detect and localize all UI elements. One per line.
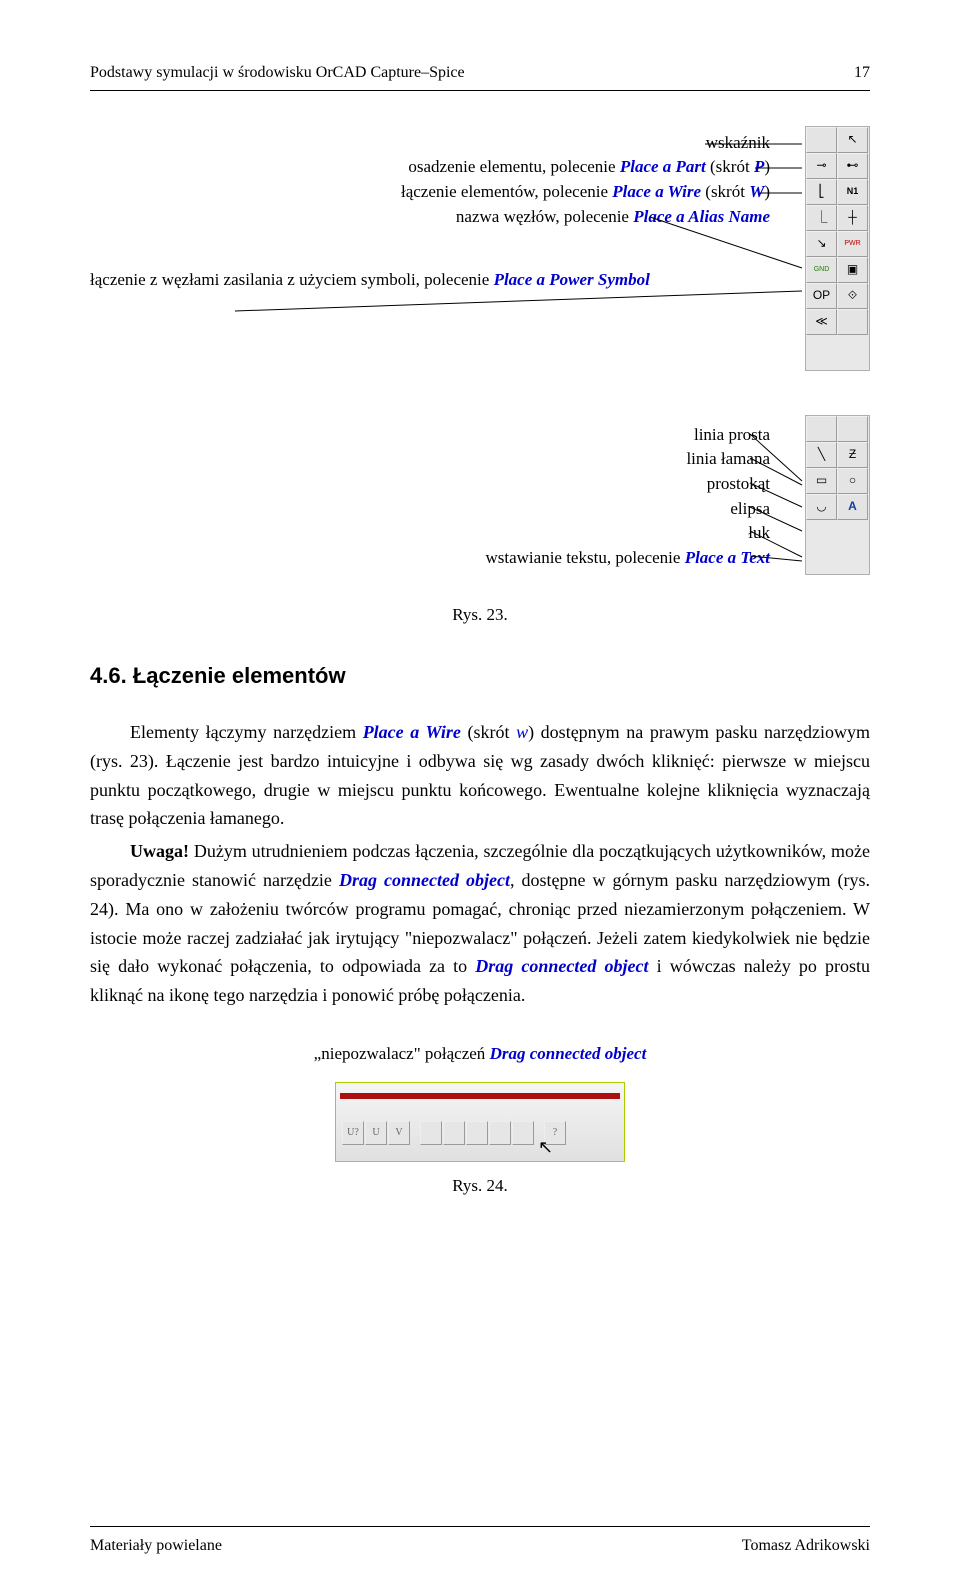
blank-icon[interactable] [806,127,837,153]
rect-icon[interactable]: ▭ [806,468,837,494]
text-icon[interactable]: A [837,494,868,520]
mini-toolbar-button[interactable] [489,1121,511,1145]
mini-toolbar-button [411,1121,419,1145]
ground-icon[interactable]: GND [806,257,837,283]
ellipse-icon[interactable]: ○ [837,468,868,494]
paragraph-1: Elementy łączymy narzędziem Place a Wire… [90,718,870,833]
mini-toolbar-button[interactable]: U? [342,1121,364,1145]
offpage-icon[interactable]: ⟐ [837,283,868,309]
busentry-icon[interactable]: ↘ [806,231,837,257]
tool-palette-bottom: ╲Ƶ▭○◡A [805,415,870,575]
mini-toolbar-button[interactable] [466,1121,488,1145]
mini-toolbar-button[interactable] [420,1121,442,1145]
diagram-label: linia łamana [485,447,770,472]
figure-24-image: U?UV? ↖ [335,1082,625,1162]
noconnect-icon[interactable]: ≪ [806,309,837,335]
diagram-label: łuk [485,521,770,546]
figure-24-label: „niepozwalacz" połączeń Drag connected o… [90,1040,870,1067]
mini-toolbar-button[interactable]: U [365,1121,387,1145]
diagram-label: prostokąt [485,472,770,497]
netalias-icon[interactable]: N1 [837,179,868,205]
doc-title: Podstawy symulacji w środowisku OrCAD Ca… [90,60,465,86]
polyline-icon[interactable]: Ƶ [837,442,868,468]
figure-23-caption: Rys. 23. [90,601,870,628]
blank2-icon[interactable] [837,309,868,335]
mini-toolbar-button[interactable]: V [388,1121,410,1145]
footer-right: Tomasz Adrikowski [742,1533,870,1559]
tool-palette-top: ↖⊸⊷⎣N1⎿┼↘PWRGND▣OP⟐≪ [805,126,870,371]
blank-icon[interactable] [837,416,868,442]
pin-icon[interactable]: ⊷ [837,153,868,179]
diagram-label: łączenie elementów, polecenie Place a Wi… [401,180,770,205]
mini-toolbar-button[interactable] [512,1121,534,1145]
page-number: 17 [854,60,870,86]
part-icon[interactable]: ⊸ [806,153,837,179]
port-icon[interactable]: OP [806,283,837,309]
power-icon[interactable]: PWR [837,231,868,257]
footer-left: Materiały powielane [90,1533,222,1559]
wire-icon[interactable]: ⎣ [806,179,837,205]
diagram-label: nazwa węzłów, polecenie Place a Alias Na… [401,205,770,230]
figure-23-bottom: linia prostalinia łamanaprostokątelipsał… [90,411,870,591]
paragraph-2: Uwaga! Dużym utrudnieniem podczas łączen… [90,837,870,1010]
section-heading: 4.6. Łączenie elementów [90,658,870,693]
hier-icon[interactable]: ▣ [837,257,868,283]
figure-24-caption: Rys. 24. [90,1172,870,1199]
page-footer: Materiały powielane Tomasz Adrikowski [90,1526,870,1559]
bus-icon[interactable]: ⎿ [806,205,837,231]
line-icon[interactable]: ╲ [806,442,837,468]
diagram-label: elipsa [485,497,770,522]
diagram-label: linia prosta [485,423,770,448]
arrow-icon[interactable]: ↖ [837,127,868,153]
junction-icon[interactable]: ┼ [837,205,868,231]
diagram-label: osadzenie elementu, polecenie Place a Pa… [401,155,770,180]
diagram-label: wstawianie tekstu, polecenie Place a Tex… [485,546,770,571]
blank-icon[interactable] [806,416,837,442]
header-rule [90,90,870,91]
arc-icon[interactable]: ◡ [806,494,837,520]
mini-toolbar-button[interactable] [443,1121,465,1145]
diagram-label: wskaźnik [401,131,770,156]
figure-23-top: wskaźnikosadzenie elementu, polecenie Pl… [90,131,870,401]
